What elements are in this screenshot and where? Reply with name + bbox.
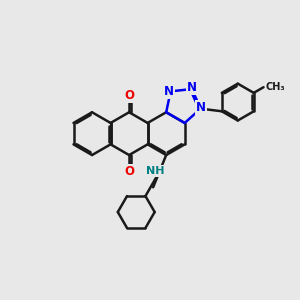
Text: N: N <box>164 85 174 98</box>
Text: N: N <box>196 101 206 114</box>
Text: O: O <box>124 89 134 102</box>
Text: CH₃: CH₃ <box>265 82 285 92</box>
Text: O: O <box>124 165 134 178</box>
Text: NH: NH <box>146 166 165 176</box>
Text: N: N <box>187 81 197 94</box>
